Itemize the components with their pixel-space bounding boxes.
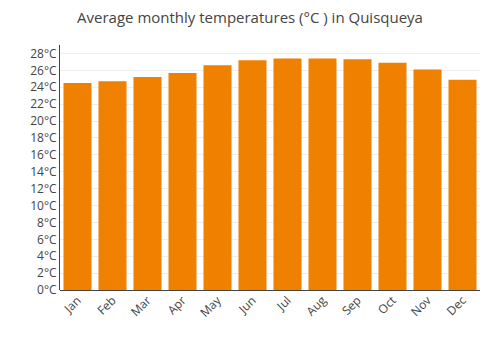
svg-text:Jan: Jan bbox=[60, 292, 85, 317]
svg-text:22°C: 22°C bbox=[30, 95, 57, 112]
svg-text:20°C: 20°C bbox=[30, 112, 57, 129]
svg-text:4°C: 4°C bbox=[37, 247, 57, 264]
svg-text:Aug: Aug bbox=[302, 292, 330, 320]
svg-text:Sep: Sep bbox=[338, 292, 365, 319]
svg-text:Nov: Nov bbox=[407, 292, 435, 320]
svg-text:Jun: Jun bbox=[234, 292, 259, 317]
svg-text:24°C: 24°C bbox=[30, 78, 57, 95]
svg-text:6°C: 6°C bbox=[37, 231, 57, 248]
svg-text:Feb: Feb bbox=[93, 292, 119, 318]
svg-text:Oct: Oct bbox=[374, 292, 400, 318]
svg-text:Jul: Jul bbox=[272, 292, 294, 314]
svg-text:Average monthly temperatures (: Average monthly temperatures (°C ) in Qu… bbox=[77, 7, 423, 27]
svg-text:8°C: 8°C bbox=[37, 214, 57, 231]
svg-text:18°C: 18°C bbox=[30, 129, 57, 146]
svg-text:Apr: Apr bbox=[164, 292, 190, 318]
svg-text:14°C: 14°C bbox=[30, 163, 57, 180]
svg-text:10°C: 10°C bbox=[30, 197, 57, 214]
svg-text:28°C: 28°C bbox=[30, 45, 57, 62]
svg-text:May: May bbox=[196, 291, 225, 320]
svg-text:0°C: 0°C bbox=[37, 281, 57, 298]
svg-text:Mar: Mar bbox=[127, 292, 155, 320]
svg-text:Dec: Dec bbox=[443, 292, 470, 319]
svg-text:26°C: 26°C bbox=[30, 62, 57, 79]
svg-text:2°C: 2°C bbox=[37, 264, 57, 281]
svg-text:16°C: 16°C bbox=[30, 146, 57, 163]
svg-text:12°C: 12°C bbox=[30, 180, 57, 197]
